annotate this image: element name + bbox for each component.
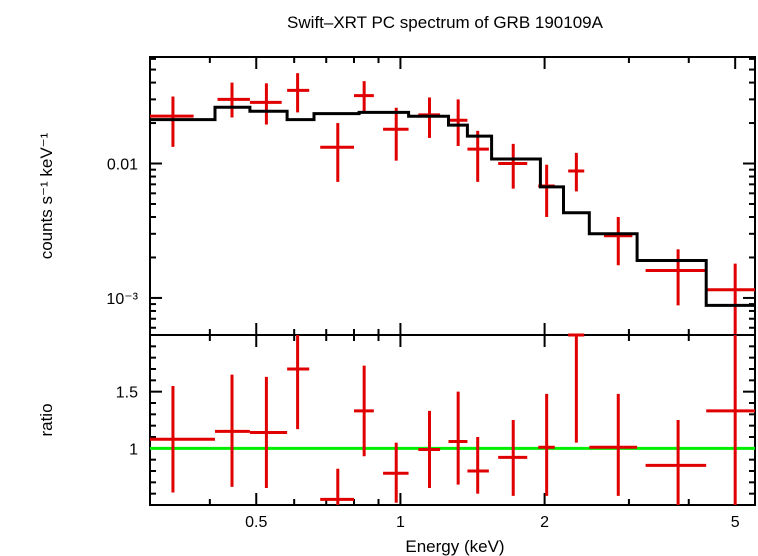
y-tick-label: 1.5 (116, 385, 138, 402)
spectrum-data-point (217, 82, 250, 118)
ratio-y-axis-title: ratio (37, 403, 56, 436)
y-tick-label: 0.01 (107, 157, 138, 174)
chart-title: Swift–XRT PC spectrum of GRB 190109A (287, 13, 604, 32)
ratio-data-point (538, 393, 555, 496)
ratio-data-point (287, 335, 310, 430)
spectrum-data-point (354, 81, 374, 113)
ratio-data-point (150, 386, 215, 493)
spectrum-y-axis-title: counts s⁻¹ keV⁻¹ (37, 132, 56, 259)
ratio-data-point (383, 442, 409, 503)
spectrum-data-point (150, 96, 194, 147)
ratio-data-point (568, 333, 585, 443)
ratio-data-point (448, 391, 468, 485)
ratio-data-point (706, 335, 755, 505)
ratio-data-point (498, 420, 528, 496)
spectrum-data-point (383, 107, 409, 161)
panel-ratio: 1 1.5 ratio 0.5 1 2 5 (37, 333, 756, 531)
spectrum-data-point (320, 123, 355, 182)
ratio-data-point (320, 468, 355, 505)
ratio-data-point (589, 393, 638, 496)
spectrum-data-point (568, 152, 585, 192)
ratio-data-point (645, 420, 707, 505)
plot-panels: 0.01 10⁻³ counts s⁻¹ keV⁻¹ 1 1.5 ratio 0.5 1 2 5 (37, 56, 756, 531)
x-tick-label: 0.5 (245, 514, 267, 531)
ratio-data-point (467, 437, 489, 494)
ratio-data-point (249, 376, 288, 488)
x-tick-label: 1 (396, 514, 405, 531)
model-step-line (150, 105, 755, 307)
spectrum-data-point (287, 73, 310, 113)
spectrum-data-point (498, 143, 528, 189)
y-tick-label: 1 (129, 441, 138, 458)
x-axis-title: Energy (keV) (405, 537, 504, 556)
ratio-data-point (418, 410, 441, 488)
x-tick-label: 5 (731, 514, 740, 531)
panel-spectrum: 0.01 10⁻³ counts s⁻¹ keV⁻¹ (37, 56, 756, 336)
ratio-frame (149, 334, 756, 506)
spectrum-data-point (467, 130, 489, 182)
ratio-data-point (214, 374, 250, 487)
spectrum-data-point (448, 99, 468, 146)
spectrum-data-point (706, 263, 755, 335)
ratio-data-point (354, 365, 374, 457)
x-tick-label: 2 (540, 514, 549, 531)
spectrum-data-point (603, 217, 633, 266)
spectrum-data-point (645, 249, 707, 306)
spectrum-data-point (249, 83, 282, 125)
y-tick-label: 10⁻³ (106, 291, 138, 308)
